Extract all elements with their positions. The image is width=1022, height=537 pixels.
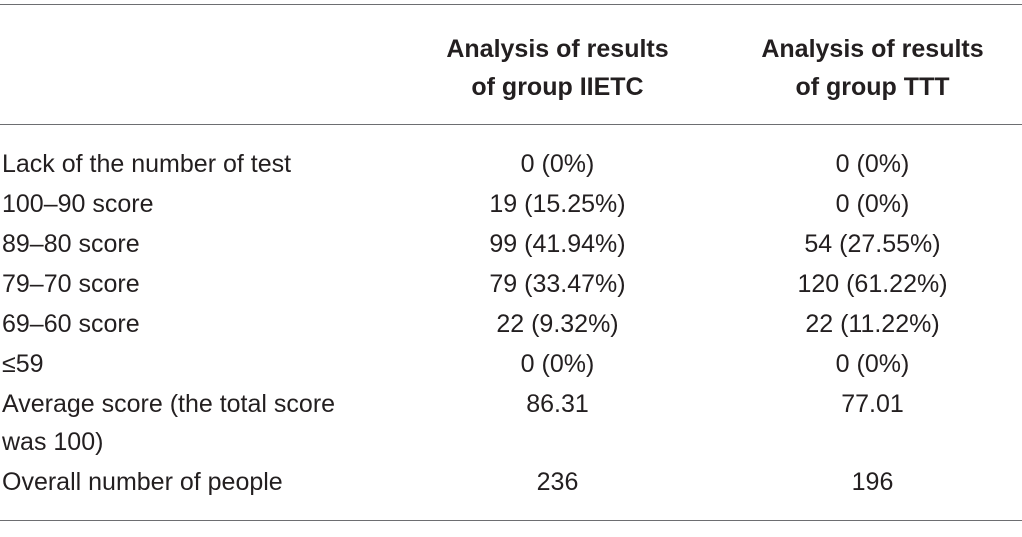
column-header-iietc-line1: Analysis of results	[446, 35, 669, 63]
ttt-value: 196	[851, 468, 894, 496]
ttt-value: 120 (61.22%)	[797, 270, 948, 298]
row-label-line1: Average score (the total score	[2, 390, 336, 418]
ttt-value: 54 (27.55%)	[804, 230, 941, 258]
column-header-iietc: Analysis of results of group IIETC	[405, 30, 710, 106]
iietc-value: 0 (0%)	[520, 350, 595, 378]
column-header-ttt-line2: of group TTT	[795, 73, 950, 101]
row-label: 69–60 score	[2, 310, 140, 338]
ttt-value: 0 (0%)	[835, 150, 910, 178]
iietc-value: 0 (0%)	[520, 150, 595, 178]
row-label: Overall number of people	[2, 468, 283, 496]
iietc-value: 22 (9.32%)	[496, 310, 619, 338]
ttt-value: 0 (0%)	[835, 350, 910, 378]
iietc-value: 86.31	[526, 390, 589, 418]
ttt-value: 77.01	[841, 390, 904, 418]
column-header-ttt-line1: Analysis of results	[761, 35, 984, 63]
iietc-value: 99 (41.94%)	[489, 230, 626, 258]
header-rule	[0, 124, 1022, 125]
ttt-value: 0 (0%)	[835, 190, 910, 218]
row-label-line2: was 100)	[2, 428, 104, 456]
iietc-value: 236	[536, 468, 579, 496]
row-label: Average score (the total score was 100)	[2, 385, 402, 461]
bottom-rule	[0, 520, 1022, 521]
iietc-value: 19 (15.25%)	[489, 190, 626, 218]
row-label: Lack of the number of test	[2, 150, 292, 178]
row-label: ≤59	[2, 350, 44, 378]
column-header-iietc-line2: of group IIETC	[471, 73, 644, 101]
row-label: 100–90 score	[2, 190, 154, 218]
top-rule	[0, 4, 1022, 5]
iietc-value: 79 (33.47%)	[489, 270, 626, 298]
column-header-ttt: Analysis of results of group TTT	[720, 30, 1022, 106]
ttt-value: 22 (11.22%)	[805, 310, 940, 338]
row-label: 89–80 score	[2, 230, 140, 258]
row-label: 79–70 score	[2, 270, 140, 298]
